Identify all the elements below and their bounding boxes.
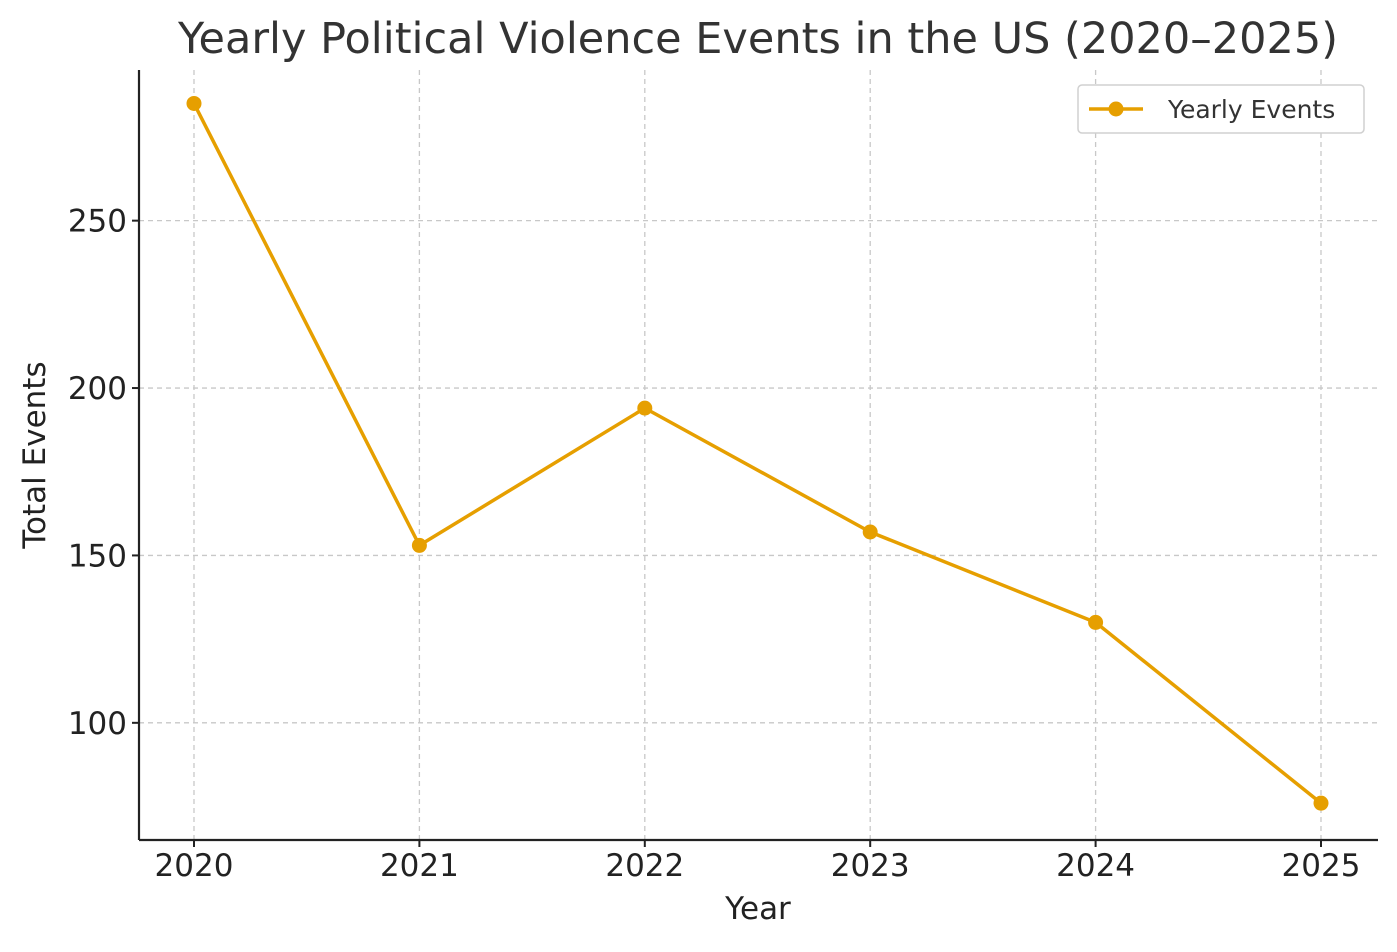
y-axis-label: Total Events: [17, 361, 53, 549]
x-axis-label: Year: [724, 891, 791, 927]
x-tick-label: 2024: [1056, 848, 1135, 884]
legend: Yearly Events: [1077, 84, 1365, 134]
series-line: [192, 102, 1323, 805]
x-tick-label: 2025: [1282, 848, 1361, 884]
legend-entry-label: Yearly Events: [1167, 95, 1335, 124]
data-point: [637, 400, 653, 416]
y-tick-label: 250: [68, 204, 127, 240]
legend-box: [1077, 84, 1365, 134]
axes: 2020 2021 2022 2023 2024 2025 100 150 200 250: [68, 70, 1378, 884]
grid: [139, 70, 1378, 840]
legend-marker-swatch: [1108, 101, 1124, 117]
data-point: [1313, 795, 1329, 811]
y-tick-label: 100: [68, 706, 127, 742]
data-point: [411, 537, 427, 553]
x-tick-label: 2023: [831, 848, 910, 884]
chart-title: Yearly Political Violence Events in the …: [177, 14, 1338, 64]
y-tick-label: 200: [68, 371, 127, 407]
x-tick-label: 2021: [380, 848, 459, 884]
data-point: [1088, 614, 1104, 630]
x-tick-label: 2022: [605, 848, 684, 884]
data-point: [862, 524, 878, 540]
data-point: [186, 95, 202, 111]
x-tick-label: 2020: [155, 848, 234, 884]
series-layer: [186, 95, 1329, 811]
y-tick-label: 150: [68, 538, 127, 574]
